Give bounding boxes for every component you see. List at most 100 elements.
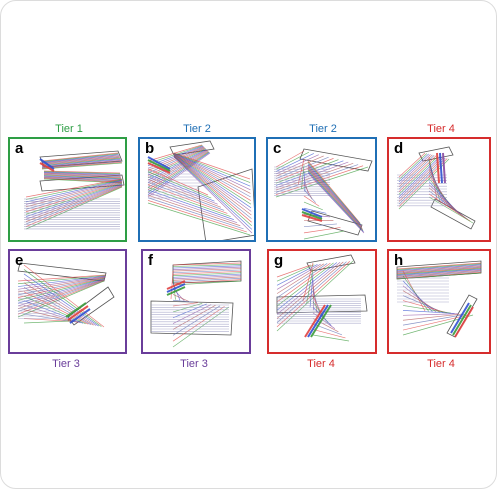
ray-line [17,276,106,293]
ray-line [172,268,242,272]
ray-line [402,300,448,314]
ray-line [67,305,89,321]
mirror-outline [150,300,234,336]
ray-line [17,275,106,287]
ray-line [41,153,119,162]
tier-label-d: Tier 4 [427,123,455,135]
ray-line [172,262,242,266]
ray-line [303,171,306,193]
ray-diagram-b [147,140,254,240]
ray-line [17,276,106,290]
ray-line [275,150,305,168]
ray-line [398,153,429,183]
ray-line [276,264,312,278]
ray-line [23,278,97,326]
panel-e: e [8,249,127,354]
ray-line [173,153,251,187]
ray-line [307,171,364,233]
ray-line [275,164,359,193]
ray-line [25,178,123,198]
ray-line [41,156,120,165]
ray-line [402,310,455,314]
ray-line [396,263,482,271]
ray-line [398,157,444,202]
ray-line [147,150,208,186]
ray-line [147,168,209,196]
ray-line [307,160,361,224]
ray-line [41,157,120,166]
ray-line [276,262,331,303]
ray-line [275,153,314,172]
ray-line [276,263,321,290]
ray-line [172,304,212,324]
ray-line [398,158,448,207]
ray-line [276,264,315,282]
ray-line [302,262,314,302]
ray-line [172,304,216,330]
ray-line [303,227,341,234]
ray-line [23,264,105,328]
ray-line [439,152,443,184]
ray-line [172,273,242,278]
ray-line [43,171,121,175]
ray-line [301,208,323,218]
ray-line [307,163,362,226]
ray-line [396,265,482,273]
tier-label-b: Tier 2 [183,123,211,135]
panel-h: h [387,249,491,354]
ray-line [172,294,189,302]
panel-f: f [141,249,251,354]
ray-line [173,155,252,223]
tier-label-c: Tier 2 [309,123,337,135]
panel-letter-c: c [273,140,282,157]
ray-line [147,200,247,233]
ray-line [147,194,241,227]
ray-line [396,264,482,272]
tier-label-a: Tier 1 [55,123,83,135]
ray-line [43,173,121,177]
ray-line [398,156,442,200]
ray-line [402,313,462,321]
ray-line [173,155,252,219]
ray-line [297,158,305,186]
ray-line [43,171,121,175]
ray-line [172,265,242,269]
ray-line [166,280,186,290]
ray-line [43,176,122,182]
ray-line [307,166,363,228]
ray-line [309,274,314,308]
ray-line [17,278,105,307]
panel-letter-d: d [394,140,404,157]
ray-line [170,270,174,300]
tier-label-g: Tier 4 [307,358,335,370]
ray-line [402,314,474,336]
ray-line [303,223,337,228]
ray-line [442,152,446,184]
panel-b: b [138,137,256,242]
tier-label-e: Tier 3 [52,358,80,370]
ray-line [173,152,251,183]
ray-line [172,306,225,342]
ray-line [275,151,310,170]
ray-line [275,158,334,182]
ray-line [147,192,238,224]
ray-line [276,260,354,332]
ray-line [402,275,429,312]
ray-line [312,279,314,311]
ray-line [307,172,365,234]
ray-line [41,152,119,162]
ray-line [43,177,122,182]
ray-line [173,154,252,205]
mirror-outline [197,168,254,240]
ray-diagram-c [274,148,373,240]
ray-line [450,302,470,334]
ray-line [452,304,472,336]
ray-line [41,158,121,167]
ray-line [307,167,363,229]
panel-a: a [8,137,127,242]
mirror-outline [430,198,476,230]
ray-line [147,179,222,208]
ray-line [17,275,106,285]
ray-line [301,211,323,220]
